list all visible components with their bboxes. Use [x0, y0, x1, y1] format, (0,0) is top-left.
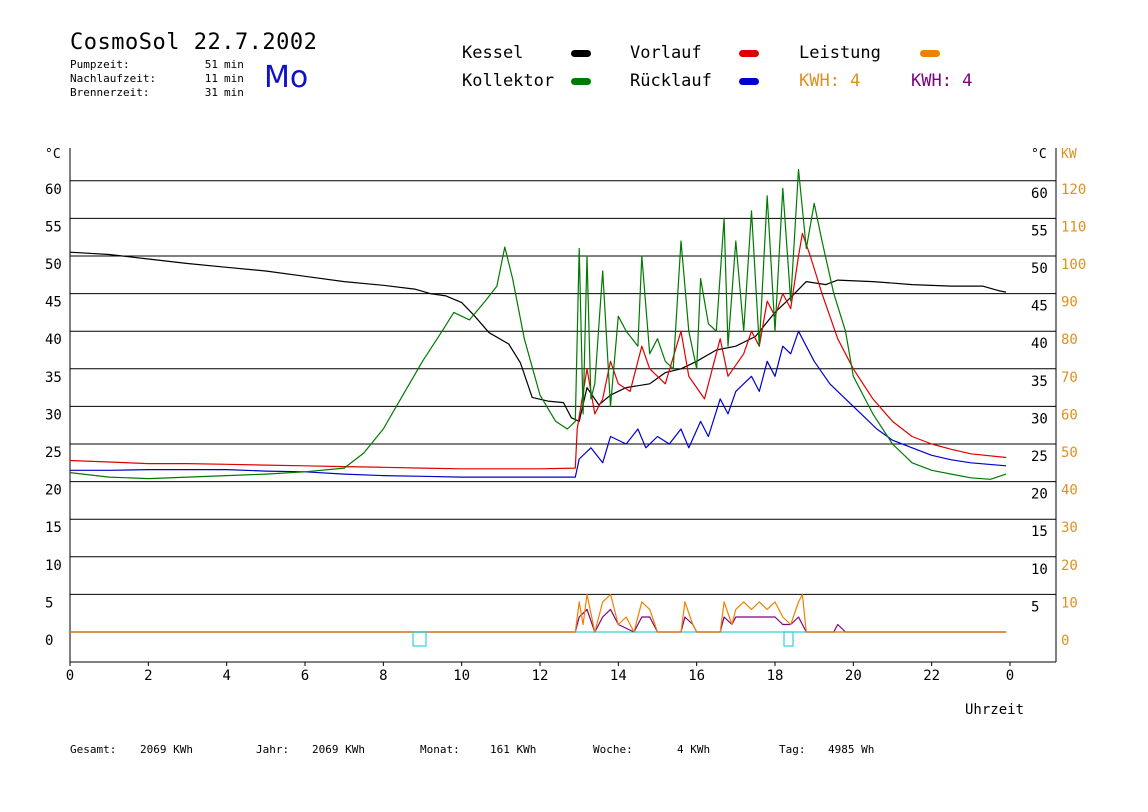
- left-tick-label: 45: [45, 295, 62, 311]
- right-tick-label: 40: [1031, 336, 1048, 352]
- left-tick-label: 10: [45, 558, 62, 574]
- footer-monat: Monat: 161 KWh: [420, 743, 537, 756]
- kw-tick-label: 0: [1061, 633, 1069, 649]
- info-row-brennerzeit: Brennerzeit: 31 min: [70, 86, 244, 99]
- right-tick-label: 15: [1031, 524, 1048, 540]
- kw-tick-label: 30: [1061, 520, 1078, 536]
- kw-tick-label: 50: [1061, 445, 1078, 461]
- left-axis-ticks: 0 5 10 15 20 25 30 35 40 45 50 55 60: [45, 182, 62, 649]
- footer-gesamt: Gesamt: 2069 KWh: [70, 743, 193, 756]
- x-tick-label: 6: [301, 668, 309, 684]
- legend-kollektor-swatch: [571, 78, 591, 85]
- left-tick-label: 55: [45, 219, 62, 235]
- left-tick-label: 0: [45, 633, 53, 649]
- left-tick-label: 25: [45, 445, 62, 461]
- left-tick-label: 30: [45, 407, 62, 423]
- left-tick-label: 5: [45, 595, 53, 611]
- right-axis-temp-ticks: 5 10 15 20 25 30 35 40 45 50 55 60: [1031, 186, 1048, 616]
- kw-tick-label: 60: [1061, 407, 1078, 423]
- x-tick-label: 2: [144, 668, 152, 684]
- x-tick-label: 14: [610, 668, 627, 684]
- kw-tick-label: 90: [1061, 295, 1078, 311]
- right-tick-label: 35: [1031, 374, 1048, 390]
- kw-tick-label: 120: [1061, 182, 1086, 198]
- footer-jahr: Jahr: 2069 KWh: [256, 743, 365, 756]
- info-row-nachlaufzeit: Nachlaufzeit: 11 min: [70, 72, 244, 85]
- x-tick-label: 8: [379, 668, 387, 684]
- x-tick-label: 20: [845, 668, 862, 684]
- right-tick-label: 25: [1031, 449, 1048, 465]
- x-tick-label: 0: [1006, 668, 1014, 684]
- right-axis-unit-kw: KW: [1061, 147, 1077, 162]
- pump-marker-2: [783, 631, 794, 647]
- legend-kessel-label: Kessel: [462, 43, 524, 63]
- kw-tick-label: 70: [1061, 370, 1078, 386]
- left-tick-label: 35: [45, 370, 62, 386]
- x-tick-label: 0: [66, 668, 74, 684]
- legend-vorlauf-swatch: [739, 50, 759, 57]
- legend-ruecklauf-swatch: [739, 78, 759, 85]
- legend-kwh-purple: KWH: 4: [911, 71, 973, 91]
- series-leistung-line: [70, 593, 1007, 633]
- series-kessel-line: [69, 251, 1007, 422]
- kw-tick-label: 80: [1061, 332, 1078, 348]
- chart-axes: [69, 148, 1057, 663]
- x-tick-label: 4: [222, 668, 230, 684]
- x-axis-ticks: 0 2 4 6 8 10 12 14 16 18 20 22 0: [66, 662, 1014, 684]
- info-row-pumpzeit: Pumpzeit: 51 min: [70, 58, 244, 71]
- x-tick-label: 22: [923, 668, 940, 684]
- left-axis-unit: °C: [45, 147, 61, 162]
- footer-woche: Woche: 4 KWh: [593, 743, 711, 756]
- right-tick-label: 55: [1031, 223, 1048, 239]
- right-tick-label: 20: [1031, 487, 1048, 503]
- legend-kessel-swatch: [571, 50, 591, 57]
- pump-marker-1: [412, 631, 427, 647]
- right-axis-kw-ticks: 0 10 20 30 40 50 60 70 80 90 100 110 120: [1061, 182, 1086, 649]
- left-tick-label: 50: [45, 257, 62, 273]
- right-tick-label: 5: [1031, 599, 1039, 615]
- kw-tick-label: 20: [1061, 558, 1078, 574]
- right-tick-label: 30: [1031, 411, 1048, 427]
- kw-tick-label: 10: [1061, 595, 1078, 611]
- page-title: CosmoSol 22.7.2002: [70, 30, 318, 55]
- left-tick-label: 60: [45, 182, 62, 198]
- kw-tick-label: 40: [1061, 483, 1078, 499]
- legend-kwh-orange: KWH: 4: [799, 71, 861, 91]
- series-kollektor-line: [69, 168, 1007, 480]
- x-tick-label: 16: [688, 668, 705, 684]
- left-tick-label: 15: [45, 520, 62, 536]
- x-tick-label: 12: [532, 668, 549, 684]
- kw-tick-label: 110: [1061, 219, 1086, 235]
- left-tick-label: 20: [45, 483, 62, 499]
- right-tick-label: 60: [1031, 186, 1048, 202]
- kw-tick-label: 100: [1061, 257, 1086, 273]
- series-vorlauf-line: [69, 232, 1007, 470]
- right-axis-unit-temp: °C: [1031, 147, 1047, 162]
- x-tick-label: 18: [767, 668, 784, 684]
- legend-leistung-swatch: [920, 50, 940, 57]
- x-tick-label: 10: [453, 668, 470, 684]
- x-axis-label: Uhrzeit: [965, 702, 1024, 718]
- legend-leistung-label: Leistung: [799, 43, 881, 63]
- series-kwh-line: [70, 608, 1007, 633]
- gridlines: [70, 180, 1056, 595]
- right-tick-label: 50: [1031, 261, 1048, 277]
- right-tick-label: 45: [1031, 299, 1048, 315]
- legend-vorlauf-label: Vorlauf: [630, 43, 702, 63]
- legend-ruecklauf-label: Rücklauf: [630, 71, 712, 91]
- series-lines: [69, 168, 1007, 633]
- weekday-label: Mo: [264, 60, 309, 95]
- left-tick-label: 40: [45, 332, 62, 348]
- footer-tag: Tag: 4985 Wh: [779, 743, 875, 756]
- right-tick-label: 10: [1031, 562, 1048, 578]
- legend-kollektor-label: Kollektor: [462, 71, 555, 91]
- series-ruecklauf-line: [70, 330, 1007, 478]
